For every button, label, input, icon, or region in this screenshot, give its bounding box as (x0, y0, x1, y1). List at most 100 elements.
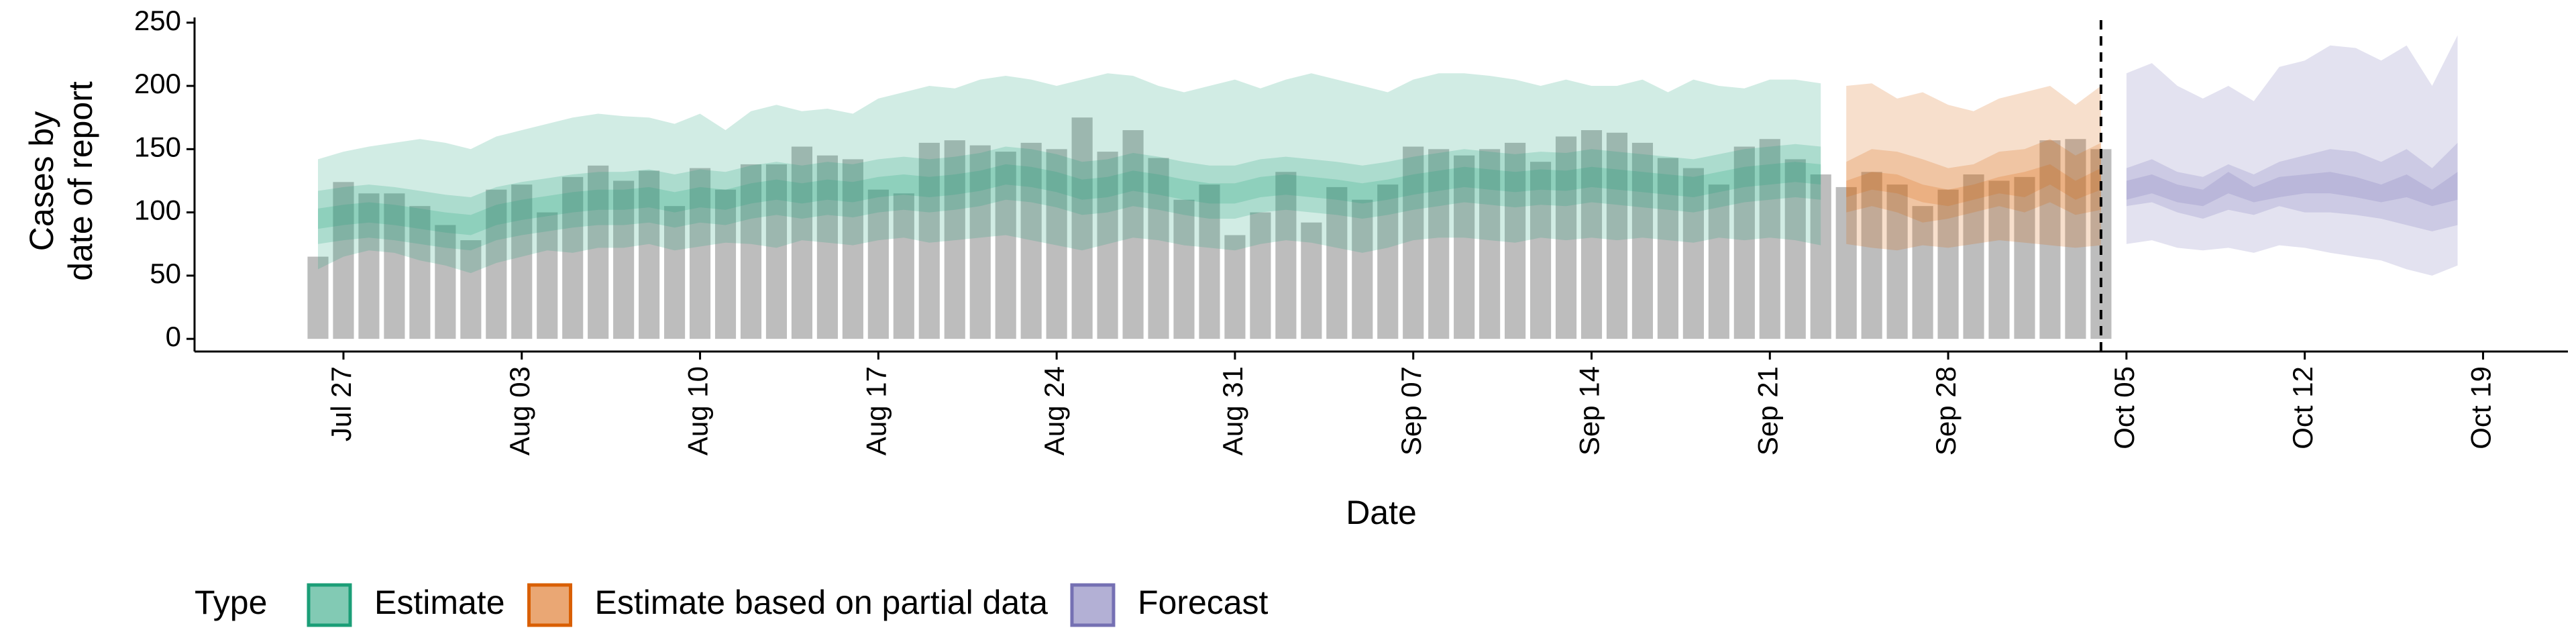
bar (1148, 158, 1169, 339)
y-tick-label: 200 (134, 68, 181, 99)
bar (944, 140, 965, 339)
x-tick-label: Sep 28 (1930, 366, 1962, 455)
bar (2065, 139, 2086, 339)
axes: 0 50 100 150 200 250 Jul 27 Aug 03 Aug 10 Aug 17 A… (134, 5, 2568, 455)
bars (307, 117, 2112, 339)
bar (409, 206, 431, 339)
bar (969, 145, 991, 339)
forecast-band (2126, 142, 2458, 231)
x-tick-label: Oct 12 (2287, 366, 2318, 449)
bar (1580, 130, 1603, 339)
bar (435, 225, 456, 339)
bar (1046, 149, 1067, 339)
forecast-band (1846, 164, 2101, 207)
x-tick-label: Oct 19 (2465, 366, 2497, 449)
bar (1631, 142, 1654, 339)
x-tick-label: Oct 05 (2108, 366, 2140, 449)
x-tick-label: Sep 21 (1752, 366, 1783, 455)
bar (588, 165, 609, 339)
bar (664, 206, 686, 339)
y-axis-label: Cases by (23, 111, 60, 251)
x-tick-label: Sep 14 (1574, 366, 1605, 455)
bar (2039, 140, 2061, 339)
bar (1810, 174, 1831, 339)
forecast-band (1846, 83, 2101, 251)
bar (1682, 168, 1704, 339)
legend-title: Type (195, 584, 267, 621)
forecast-band (318, 162, 1821, 235)
y-axis-label: date of report (62, 81, 99, 281)
bar (995, 152, 1016, 339)
legend-swatch (307, 583, 352, 627)
bar (511, 184, 533, 339)
y-tick-label: 50 (150, 258, 181, 289)
bar (613, 180, 635, 339)
bar (1199, 184, 1220, 339)
legend: Estimate Estimate based on partial data Fo… (307, 583, 1269, 627)
bar (791, 146, 812, 339)
bands (318, 35, 2458, 276)
bar (918, 142, 940, 339)
bar (2014, 176, 2035, 339)
bar (740, 164, 762, 339)
bar (1377, 184, 1399, 339)
bar (384, 193, 405, 339)
bar (1861, 172, 1882, 339)
bar (1454, 155, 1475, 339)
legend-label: Estimate based on partial data (595, 584, 1049, 621)
legend-label: Forecast (1138, 584, 1269, 621)
legend-swatch (1070, 583, 1116, 627)
bar (893, 193, 914, 339)
x-axis-label: Date (1346, 494, 1417, 531)
bar (639, 170, 660, 339)
bar (867, 189, 889, 339)
x-tick-label: Aug 03 (504, 366, 535, 455)
bar (333, 182, 354, 339)
legend-swatch (527, 583, 573, 627)
bar (1708, 184, 1729, 339)
bar (1784, 159, 1806, 339)
bar (1352, 199, 1373, 339)
bar (842, 159, 863, 339)
bar (460, 240, 482, 339)
bar (2090, 149, 2112, 339)
forecast-band (318, 144, 1821, 251)
bar (1479, 149, 1501, 339)
bar (1301, 222, 1322, 339)
x-tick-label: Jul 27 (325, 366, 357, 441)
bar (1912, 206, 1933, 339)
bar (486, 189, 507, 339)
bar (1759, 139, 1780, 339)
bar (1428, 149, 1450, 339)
bar (714, 189, 737, 339)
bar (1097, 152, 1118, 339)
bar (1963, 174, 1984, 339)
y-tick-label: 150 (134, 131, 181, 162)
bar (1657, 158, 1678, 339)
bar (1020, 142, 1042, 339)
bar (1555, 136, 1577, 339)
bar (562, 176, 584, 339)
y-tick-label: 100 (134, 195, 181, 226)
legend-label: Estimate (374, 584, 505, 621)
bar (307, 256, 329, 339)
bar (1071, 117, 1093, 339)
x-tick-label: Sep 07 (1395, 366, 1427, 455)
forecast-band (318, 73, 1821, 274)
x-tick-label: Aug 10 (682, 366, 714, 455)
bar (1937, 189, 1959, 339)
bar (1988, 180, 2010, 339)
x-tick-label: Aug 24 (1038, 366, 1070, 455)
bar (816, 155, 838, 339)
bar (1275, 172, 1297, 339)
bar (1733, 146, 1755, 339)
x-tick-label: Aug 17 (860, 366, 892, 455)
x-tick-label: Aug 31 (1217, 366, 1248, 455)
bar (765, 164, 788, 339)
bar (1326, 186, 1348, 339)
bar (1122, 130, 1144, 339)
bar (1173, 199, 1195, 339)
y-tick-label: 0 (166, 321, 181, 352)
bar (358, 193, 380, 339)
